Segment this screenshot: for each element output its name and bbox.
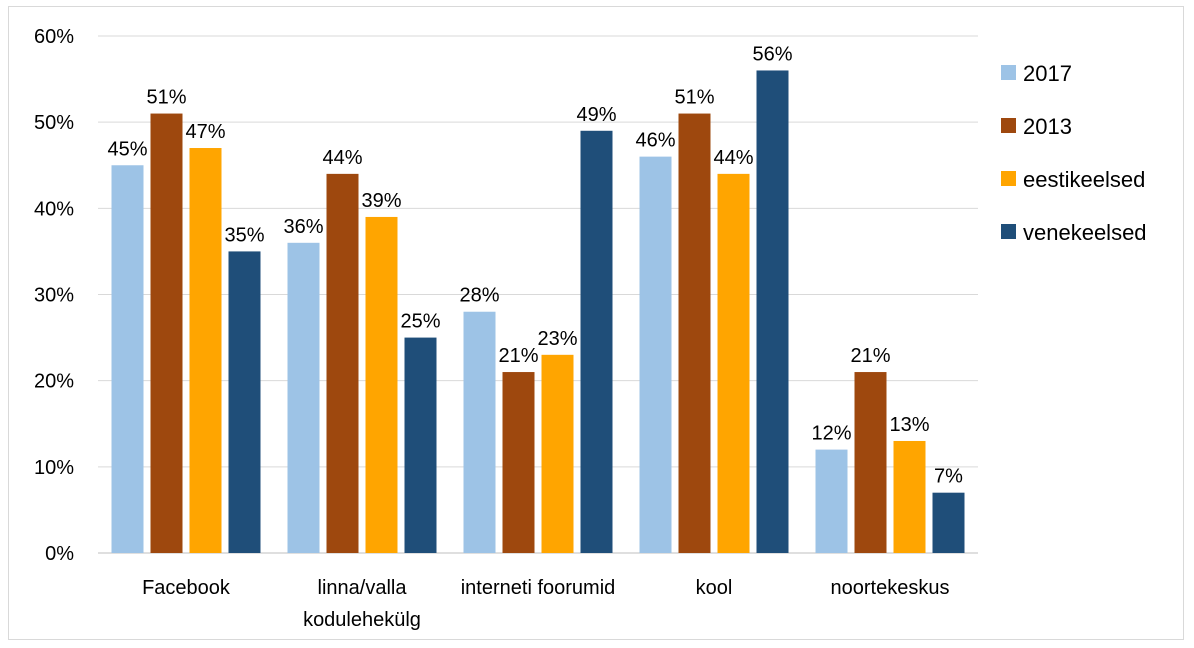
bars	[111, 70, 965, 554]
bar	[365, 216, 398, 553]
data-label: 23%	[537, 328, 577, 350]
bar	[502, 372, 535, 553]
category-label: Facebook	[142, 577, 231, 599]
data-label: 45%	[107, 138, 147, 160]
bar	[326, 173, 359, 553]
legend-swatch	[1001, 171, 1016, 186]
bar	[932, 492, 965, 553]
y-tick-label: 40%	[34, 198, 74, 220]
bar	[756, 70, 789, 553]
bar	[893, 440, 926, 553]
bar	[189, 148, 222, 553]
y-tick-label: 60%	[34, 26, 74, 48]
data-label: 13%	[889, 414, 929, 436]
bar	[228, 251, 261, 553]
data-label: 35%	[224, 224, 264, 246]
category-label: interneti foorumid	[461, 577, 616, 599]
bar	[854, 372, 887, 553]
data-label: 21%	[498, 345, 538, 367]
legend-label: 2017	[1023, 61, 1072, 86]
y-tick-label: 50%	[34, 112, 74, 134]
y-tick-label: 20%	[34, 371, 74, 393]
legend-item: 2017	[1001, 61, 1072, 86]
data-label: 51%	[674, 87, 714, 109]
data-label: 44%	[713, 147, 753, 169]
bar	[287, 242, 320, 554]
legend-item: eestikeelsed	[1001, 167, 1145, 192]
category-label: kodulehekülg	[303, 609, 421, 631]
legend: 2017 2013 eestikeelsed venekeelsed	[1001, 61, 1147, 245]
category-label: noortekeskus	[831, 577, 950, 599]
legend-item: 2013	[1001, 114, 1072, 139]
legend-label: 2013	[1023, 114, 1072, 139]
x-axis: Facebook linna/valla kodulehekülg interneti…	[142, 577, 949, 631]
data-label: 44%	[322, 147, 362, 169]
data-labels: 45%51%47%35% 36%44%39%25%28%21%23%49%46%5…	[107, 43, 963, 487]
data-label: 56%	[752, 43, 792, 65]
legend-swatch	[1001, 224, 1016, 239]
legend-label: eestikeelsed	[1023, 167, 1145, 192]
data-label: 49%	[576, 104, 616, 126]
data-label: 7%	[934, 466, 963, 488]
data-label: 25%	[400, 311, 440, 333]
data-label: 28%	[459, 285, 499, 307]
category-label: linna/valla	[318, 577, 408, 599]
y-tick-label: 10%	[34, 457, 74, 479]
data-label: 36%	[283, 216, 323, 238]
y-tick-label: 0%	[45, 543, 74, 565]
y-axis: 0% 10% 20% 30% 40% 50% 60%	[34, 26, 74, 565]
legend-label: venekeelsed	[1023, 220, 1147, 245]
y-tick-label: 30%	[34, 285, 74, 307]
bar	[639, 156, 672, 553]
data-label: 47%	[185, 121, 225, 143]
data-label: 21%	[850, 345, 890, 367]
data-label: 39%	[361, 190, 401, 212]
bar	[404, 337, 437, 553]
data-label: 46%	[635, 130, 675, 152]
bar	[463, 311, 496, 553]
legend-item: venekeelsed	[1001, 220, 1147, 245]
bar	[150, 113, 183, 554]
bar	[541, 354, 574, 553]
legend-swatch	[1001, 118, 1016, 133]
bar	[580, 130, 613, 554]
bar	[815, 449, 848, 553]
category-label: kool	[696, 577, 733, 599]
data-label: 51%	[146, 87, 186, 109]
legend-swatch	[1001, 65, 1016, 80]
bar	[678, 113, 711, 554]
data-label: 12%	[811, 423, 851, 445]
bar	[111, 165, 144, 553]
bar	[717, 173, 750, 553]
